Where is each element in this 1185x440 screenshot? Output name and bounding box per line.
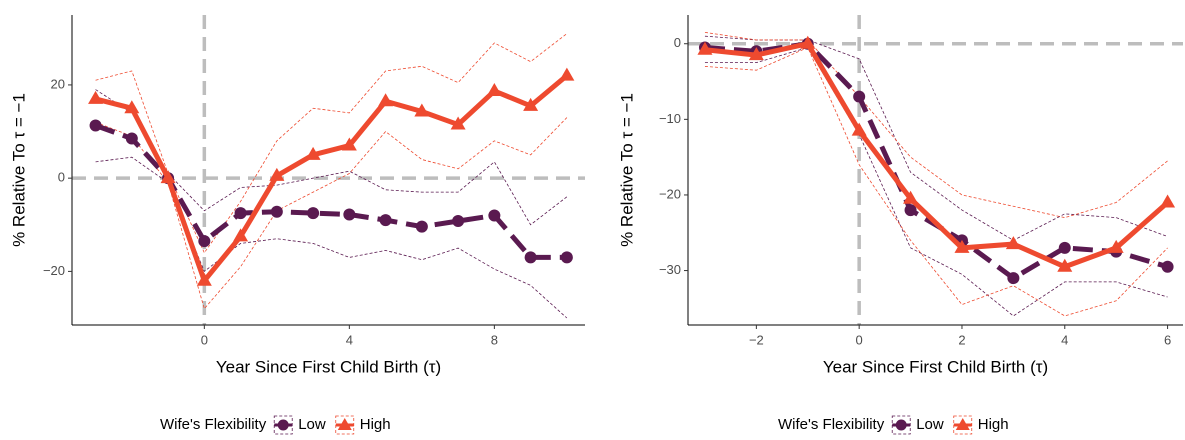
- series-line: [94, 73, 569, 286]
- y-tick-label: −30: [659, 262, 681, 277]
- x-tick-label: 6: [1164, 332, 1171, 347]
- marker: [414, 103, 430, 117]
- marker: [415, 220, 428, 233]
- marker: [378, 93, 394, 107]
- marker: [853, 90, 866, 103]
- x-axis-title: Year Since First Child Birth (τ): [216, 357, 441, 376]
- y-tick-label: −10: [659, 111, 681, 126]
- marker: [343, 208, 356, 221]
- x-tick-label: 4: [346, 332, 353, 347]
- marker: [904, 204, 917, 217]
- y-tick-label: −20: [659, 186, 681, 201]
- series-line: [704, 41, 1169, 282]
- marker: [88, 90, 104, 104]
- x-tick-label: 8: [491, 332, 498, 347]
- marker: [523, 97, 539, 111]
- marker: [450, 116, 466, 130]
- marker: [903, 190, 919, 204]
- marker: [341, 137, 357, 151]
- ci-line: [704, 31, 1168, 219]
- y-tick-label: 0: [58, 170, 65, 185]
- marker: [1057, 258, 1073, 272]
- marker: [851, 122, 867, 136]
- marker: [307, 207, 320, 220]
- marker: [89, 119, 102, 132]
- marker: [452, 215, 465, 228]
- marker: [198, 235, 211, 248]
- x-tick-label: −2: [749, 332, 764, 347]
- marker: [269, 167, 285, 181]
- marker: [160, 170, 176, 184]
- marker: [488, 209, 501, 222]
- marker: [124, 100, 140, 114]
- marker: [125, 132, 138, 145]
- marker: [233, 228, 249, 242]
- legend-label: High: [978, 416, 1009, 433]
- legend-label: Low: [298, 416, 326, 433]
- x-tick-label: 4: [1061, 332, 1068, 347]
- ci-line: [704, 47, 1168, 317]
- legend-label: Low: [916, 416, 944, 433]
- marker: [379, 214, 392, 227]
- legend-label: High: [360, 416, 391, 433]
- marker: [559, 67, 575, 81]
- marker: [1007, 272, 1020, 285]
- marker: [800, 35, 816, 49]
- marker: [1160, 194, 1176, 208]
- y-tick-label: −20: [43, 263, 65, 278]
- marker: [486, 82, 502, 96]
- y-axis-title: % Relative To τ = −1: [9, 93, 28, 247]
- marker: [1005, 236, 1021, 250]
- series-line: [94, 123, 567, 260]
- x-tick-label: 0: [201, 332, 208, 347]
- series-line: [704, 40, 1170, 270]
- legend-marker: [955, 418, 970, 430]
- x-axis-title: Year Since First Child Birth (τ): [823, 357, 1048, 376]
- marker: [305, 146, 321, 160]
- y-tick-label: 20: [51, 76, 65, 91]
- legend-title: Wife's Flexibility: [778, 416, 885, 433]
- marker: [1058, 241, 1071, 254]
- x-tick-label: 2: [958, 332, 965, 347]
- ci-line: [95, 117, 568, 310]
- legend-marker: [895, 419, 907, 431]
- legend-marker: [337, 418, 352, 430]
- x-tick-label: 0: [856, 332, 863, 347]
- y-tick-label: 0: [674, 35, 681, 50]
- marker: [560, 251, 573, 264]
- legend-title: Wife's Flexibility: [160, 416, 267, 433]
- marker: [1161, 260, 1174, 273]
- marker: [270, 205, 283, 218]
- ci-line: [704, 35, 1168, 241]
- marker: [196, 272, 212, 286]
- marker: [697, 41, 713, 55]
- legend-marker: [277, 419, 289, 431]
- y-axis-title: % Relative To τ = −1: [617, 93, 636, 247]
- marker: [1108, 239, 1124, 253]
- marker: [954, 239, 970, 253]
- marker: [524, 251, 537, 264]
- marker: [234, 207, 247, 220]
- ci-line: [95, 89, 568, 226]
- marker: [748, 47, 764, 61]
- ci-line: [704, 46, 1168, 317]
